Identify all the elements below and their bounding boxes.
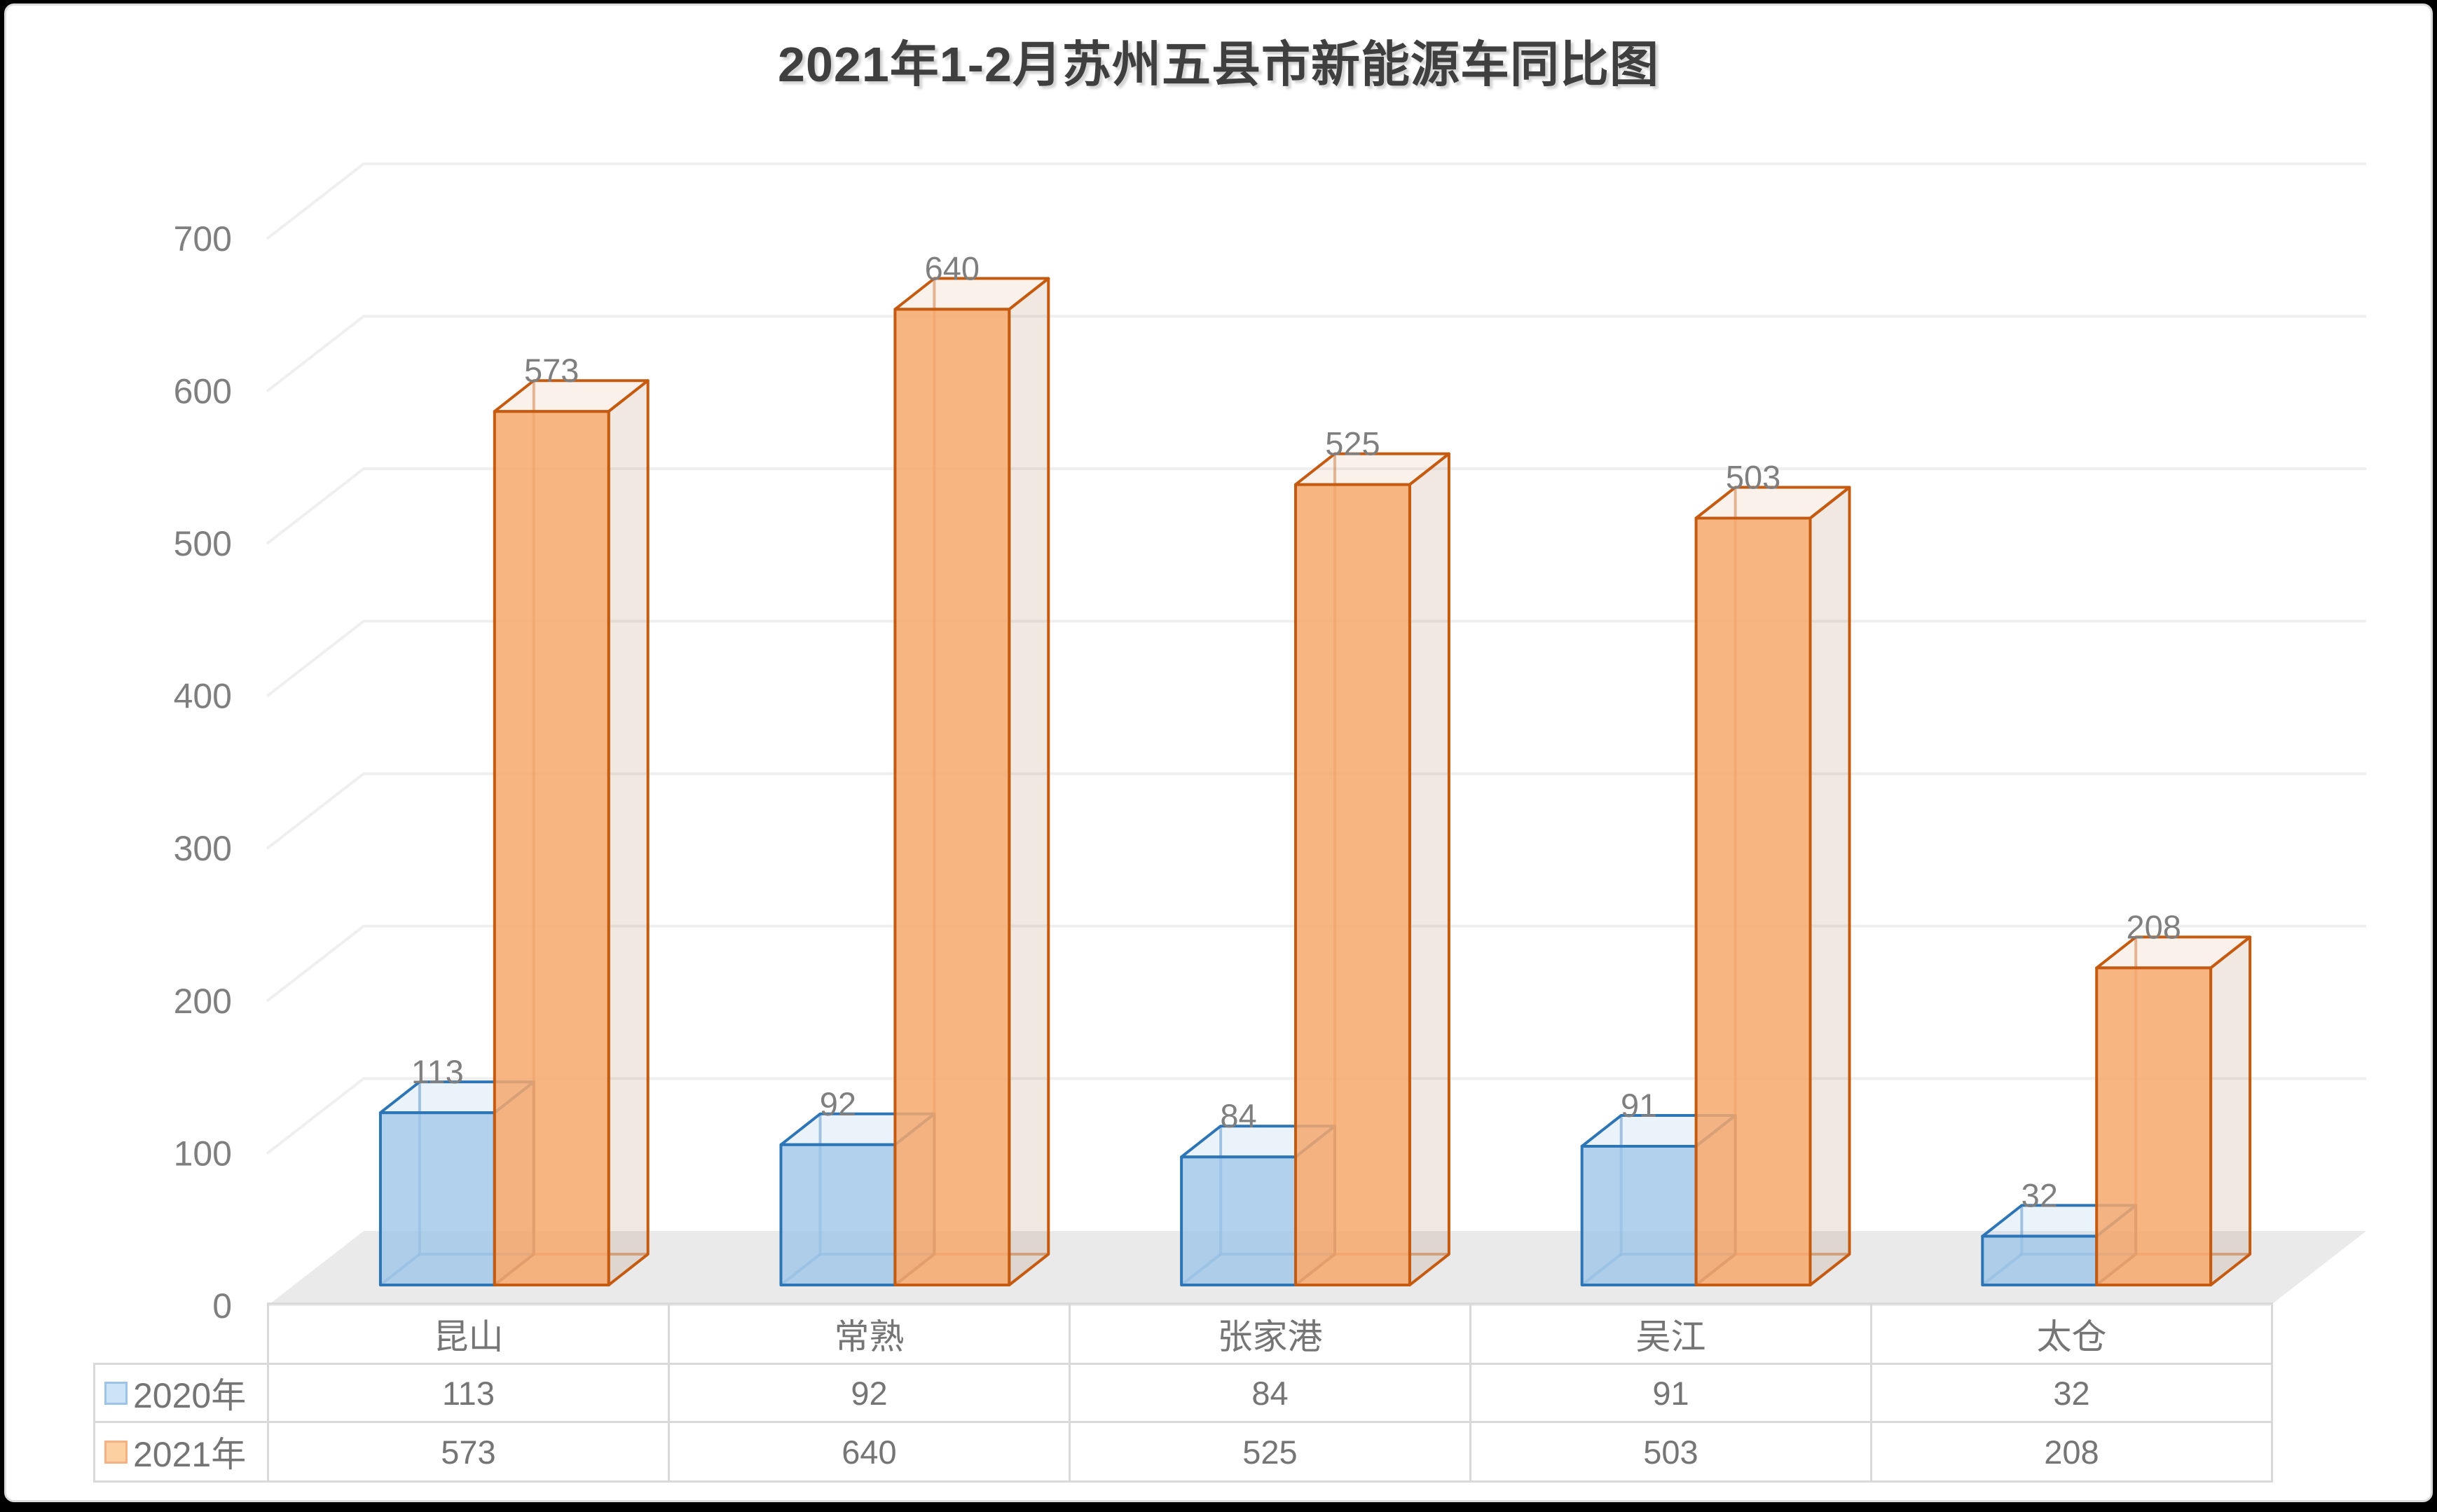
legend-label-2020年: 2020年 xyxy=(133,1376,247,1415)
category-header-昆山: 昆山 xyxy=(267,1303,670,1365)
chart-area: 2021年1-2月苏州五县市新能源车同比图 0 100 200 300 400 500 60… xyxy=(4,4,2433,1502)
value-cell-2021年-太仓: 208 xyxy=(1870,1421,2273,1483)
plot-area: 0 100 200 300 400 500 600 700 113 573 92 640 84 525 91… xyxy=(174,162,2366,1326)
gridline-500 xyxy=(266,467,2366,545)
y-axis-tick-label-0: 0 xyxy=(212,1286,232,1326)
value-cell-2021年-吴江: 503 xyxy=(1469,1421,1872,1483)
y-axis-tick-label-600: 600 xyxy=(174,371,232,411)
bar-2021年-太仓-side-face[interactable] xyxy=(2209,935,2252,1286)
y-axis-tick-label-700: 700 xyxy=(174,219,232,259)
data-label-2021年-常熟: 640 xyxy=(925,249,980,287)
bar-2020年-张家港-front-face[interactable] xyxy=(1180,1155,1297,1286)
data-label-2020年-常熟: 92 xyxy=(820,1085,856,1122)
legend-swatch-2021年[interactable] xyxy=(104,1440,128,1464)
bar-2021年-张家港-front-face[interactable] xyxy=(1294,483,1411,1286)
bar-2020年-太仓-front-face[interactable] xyxy=(1981,1235,2099,1286)
data-label-2021年-太仓: 208 xyxy=(2126,908,2181,945)
value-cell-2020年-太仓: 32 xyxy=(1870,1363,2273,1423)
bar-2021年-张家港-side-face[interactable] xyxy=(1408,452,1450,1286)
y-axis-tick-label-100: 100 xyxy=(174,1134,232,1173)
bar-2021年-吴江-front-face[interactable] xyxy=(1694,516,1812,1286)
table-row-2021年: 2021年 573 640 525 503 208 xyxy=(93,1421,2273,1483)
bar-2021年-常熟-front-face[interactable] xyxy=(893,308,1011,1286)
value-cell-2020年-常熟: 92 xyxy=(668,1363,1071,1423)
data-label-2020年-太仓: 32 xyxy=(2021,1176,2058,1214)
category-header-吴江: 吴江 xyxy=(1469,1303,1872,1365)
legend-swatch-2020年[interactable] xyxy=(104,1381,128,1405)
y-axis-tick-label-300: 300 xyxy=(174,829,232,868)
value-cell-2021年-常熟: 640 xyxy=(668,1421,1071,1483)
category-header-张家港: 张家港 xyxy=(1069,1303,1471,1365)
bar-2021年-太仓-front-face[interactable] xyxy=(2095,966,2213,1286)
legend-cell-2020年: 2020年 xyxy=(93,1363,269,1423)
bar-2020年-常熟-front-face[interactable] xyxy=(779,1143,897,1286)
data-label-2020年-张家港: 84 xyxy=(1220,1097,1256,1134)
legend-label-2021年: 2021年 xyxy=(133,1435,247,1474)
y-axis-tick-label-400: 400 xyxy=(174,677,232,716)
bar-2020年-吴江-front-face[interactable] xyxy=(1580,1145,1698,1286)
legend-cell-2021年: 2021年 xyxy=(93,1421,269,1483)
bar-2021年-吴江-side-face[interactable] xyxy=(1808,486,1851,1286)
bar-2021年-昆山-front-face[interactable] xyxy=(493,410,610,1286)
value-cell-2020年-吴江: 91 xyxy=(1469,1363,1872,1423)
gridline-600 xyxy=(266,315,2366,392)
value-cell-2020年-张家港: 84 xyxy=(1069,1363,1471,1423)
y-axis-tick-label-500: 500 xyxy=(174,524,232,563)
value-cell-2020年-昆山: 113 xyxy=(267,1363,670,1423)
data-label-2021年-张家港: 525 xyxy=(1325,425,1380,462)
y-axis-tick-label-200: 200 xyxy=(174,982,232,1021)
data-label-2020年-昆山: 113 xyxy=(411,1053,464,1090)
table-row-2020年: 2020年 113 92 84 91 32 xyxy=(93,1363,2273,1423)
table-header-row: 昆山 常熟 张家港 吴江 太仓 xyxy=(95,1303,2273,1365)
chart-data-table: 昆山 常熟 张家港 吴江 太仓 2020年 113 92 84 91 32 2021年 573 640 52… xyxy=(93,1303,2273,1483)
gridline-700 xyxy=(266,162,2366,240)
category-header-太仓: 太仓 xyxy=(1870,1303,2273,1365)
chart-title: 2021年1-2月苏州五县市新能源车同比图 xyxy=(778,37,1659,92)
value-cell-2021年-昆山: 573 xyxy=(267,1421,670,1483)
data-label-2021年-吴江: 503 xyxy=(1726,458,1780,495)
category-header-常熟: 常熟 xyxy=(668,1303,1071,1365)
data-label-2021年-昆山: 573 xyxy=(524,352,579,389)
bar-2021年-昆山-side-face[interactable] xyxy=(607,379,650,1286)
data-label-2020年-吴江: 91 xyxy=(1621,1087,1657,1124)
table-corner-cell xyxy=(95,1304,268,1364)
value-cell-2021年-张家港: 525 xyxy=(1069,1421,1471,1483)
bar-2020年-昆山-front-face[interactable] xyxy=(378,1111,496,1286)
bar-2021年-常熟-side-face[interactable] xyxy=(1008,277,1050,1286)
